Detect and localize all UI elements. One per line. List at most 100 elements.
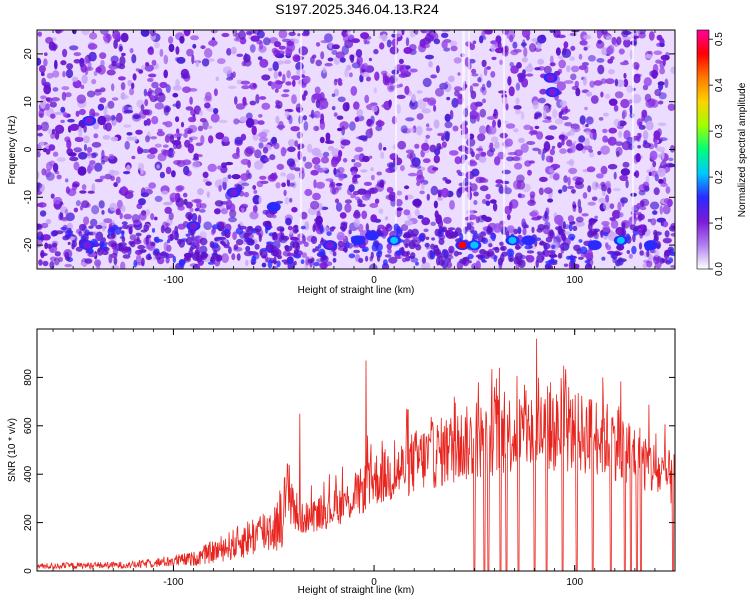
spectrogram-texture <box>110 170 120 176</box>
spectrogram-band <box>135 232 142 237</box>
spectrogram-band <box>228 246 232 254</box>
spectrogram-texture <box>544 263 552 269</box>
spectrogram-texture <box>430 185 439 196</box>
spectrogram-texture <box>619 174 628 182</box>
spectrogram-texture <box>167 150 176 156</box>
spectrogram-texture <box>239 116 248 123</box>
spectrogram-texture <box>349 121 356 131</box>
spectrogram-texture <box>573 140 577 145</box>
snr-line <box>37 338 675 571</box>
spectrogram-band <box>276 260 281 268</box>
spectrogram-texture <box>144 99 149 107</box>
spectrogram-band <box>600 230 604 238</box>
spectrogram-texture <box>652 210 658 215</box>
spectrogram-texture <box>303 241 309 247</box>
spectrogram-texture <box>262 146 269 154</box>
spectrogram-texture <box>301 32 310 37</box>
spectrogram-image <box>37 30 675 269</box>
spectrogram-texture <box>331 160 338 168</box>
spectrogram-band <box>524 245 532 250</box>
spectrogram-texture <box>527 169 532 176</box>
spectrogram-texture <box>73 161 80 171</box>
spectrogram-texture <box>433 38 441 45</box>
spectrogram-texture <box>131 82 135 90</box>
spectrogram-band <box>383 259 388 266</box>
spectrogram-texture <box>585 116 594 125</box>
spectrogram-texture <box>542 119 552 123</box>
y-tick-label: 400 <box>23 465 34 482</box>
spectrogram-texture <box>658 81 664 91</box>
spectrogram-band <box>207 261 216 265</box>
spectrogram-texture <box>77 166 87 176</box>
spectrogram-band <box>314 246 320 252</box>
spectrogram-texture <box>541 151 545 161</box>
spectrogram-texture <box>587 201 596 206</box>
spectrogram-texture <box>636 118 643 127</box>
spectrogram-texture <box>165 222 170 227</box>
spectrogram-texture <box>417 99 427 110</box>
y-tick-label: 600 <box>23 417 34 434</box>
spectrogram-y-axis-label: Frequency (Hz) <box>7 116 18 185</box>
spectrogram-texture <box>486 80 492 88</box>
spectrogram-texture <box>445 179 452 184</box>
spectrogram-texture <box>320 113 325 123</box>
spectrogram-texture <box>512 41 518 49</box>
spectrogram-texture <box>207 125 213 129</box>
spectrogram-texture <box>665 162 675 168</box>
colorbar-tick-label: 0.2 <box>714 170 725 184</box>
spectrogram-texture <box>179 35 185 44</box>
spectrogram-texture <box>46 161 53 171</box>
spectrogram-band <box>459 232 464 242</box>
spectrogram-texture <box>554 214 564 225</box>
spectrogram-texture <box>495 179 503 184</box>
spectrogram-texture <box>249 100 257 106</box>
spectrogram-texture <box>353 211 361 219</box>
spectrogram-texture <box>638 32 646 39</box>
spectrogram-band <box>406 250 411 256</box>
spectrogram-texture <box>342 158 348 163</box>
spectrogram-texture <box>398 73 408 78</box>
spectrogram-texture <box>382 75 391 86</box>
spectrogram-texture <box>388 163 398 173</box>
spectrogram-texture <box>667 198 673 207</box>
spectrogram-texture <box>351 159 356 163</box>
spectrogram-texture <box>139 110 147 119</box>
spectrogram-band <box>601 256 606 261</box>
spectrogram-texture <box>331 106 336 111</box>
spectrogram-texture <box>404 195 409 201</box>
spectrogram-band <box>404 243 409 249</box>
spectrogram-texture <box>37 144 42 153</box>
spectrogram-band <box>200 251 208 260</box>
spectrogram-texture <box>60 106 66 113</box>
spectrogram-band <box>270 260 278 264</box>
spectrogram-texture <box>140 104 145 112</box>
spectrogram-texture <box>559 100 567 107</box>
spectrogram-band <box>136 236 140 242</box>
spectrogram-texture <box>284 110 290 118</box>
spectrogram-texture <box>182 73 187 78</box>
spectrogram-texture <box>37 170 40 180</box>
spectrogram-texture <box>422 97 430 102</box>
spectrogram-texture <box>601 47 608 56</box>
spectrogram-texture <box>73 207 79 213</box>
spectrogram-texture <box>94 162 103 172</box>
spectrogram-texture <box>129 87 135 96</box>
spectrogram-texture <box>515 264 520 269</box>
hotspot <box>269 203 278 211</box>
spectrogram-texture <box>662 237 673 244</box>
spectrogram-band <box>300 225 306 230</box>
spectrogram-texture <box>191 199 201 203</box>
spectrogram-texture <box>423 228 429 233</box>
spectrogram-band <box>194 251 201 256</box>
spectrogram-texture <box>202 119 209 130</box>
spectrogram-band <box>548 252 557 258</box>
spectrogram-texture <box>424 242 430 248</box>
spectrogram-texture <box>366 118 373 127</box>
spectrogram-band <box>307 258 314 264</box>
spectrogram-texture <box>102 227 106 232</box>
spectrogram-texture <box>620 168 631 176</box>
spectrogram-band <box>52 242 58 248</box>
spectrogram-texture <box>578 135 586 143</box>
spectrogram-texture <box>66 63 74 70</box>
spectrogram-texture <box>475 147 484 152</box>
